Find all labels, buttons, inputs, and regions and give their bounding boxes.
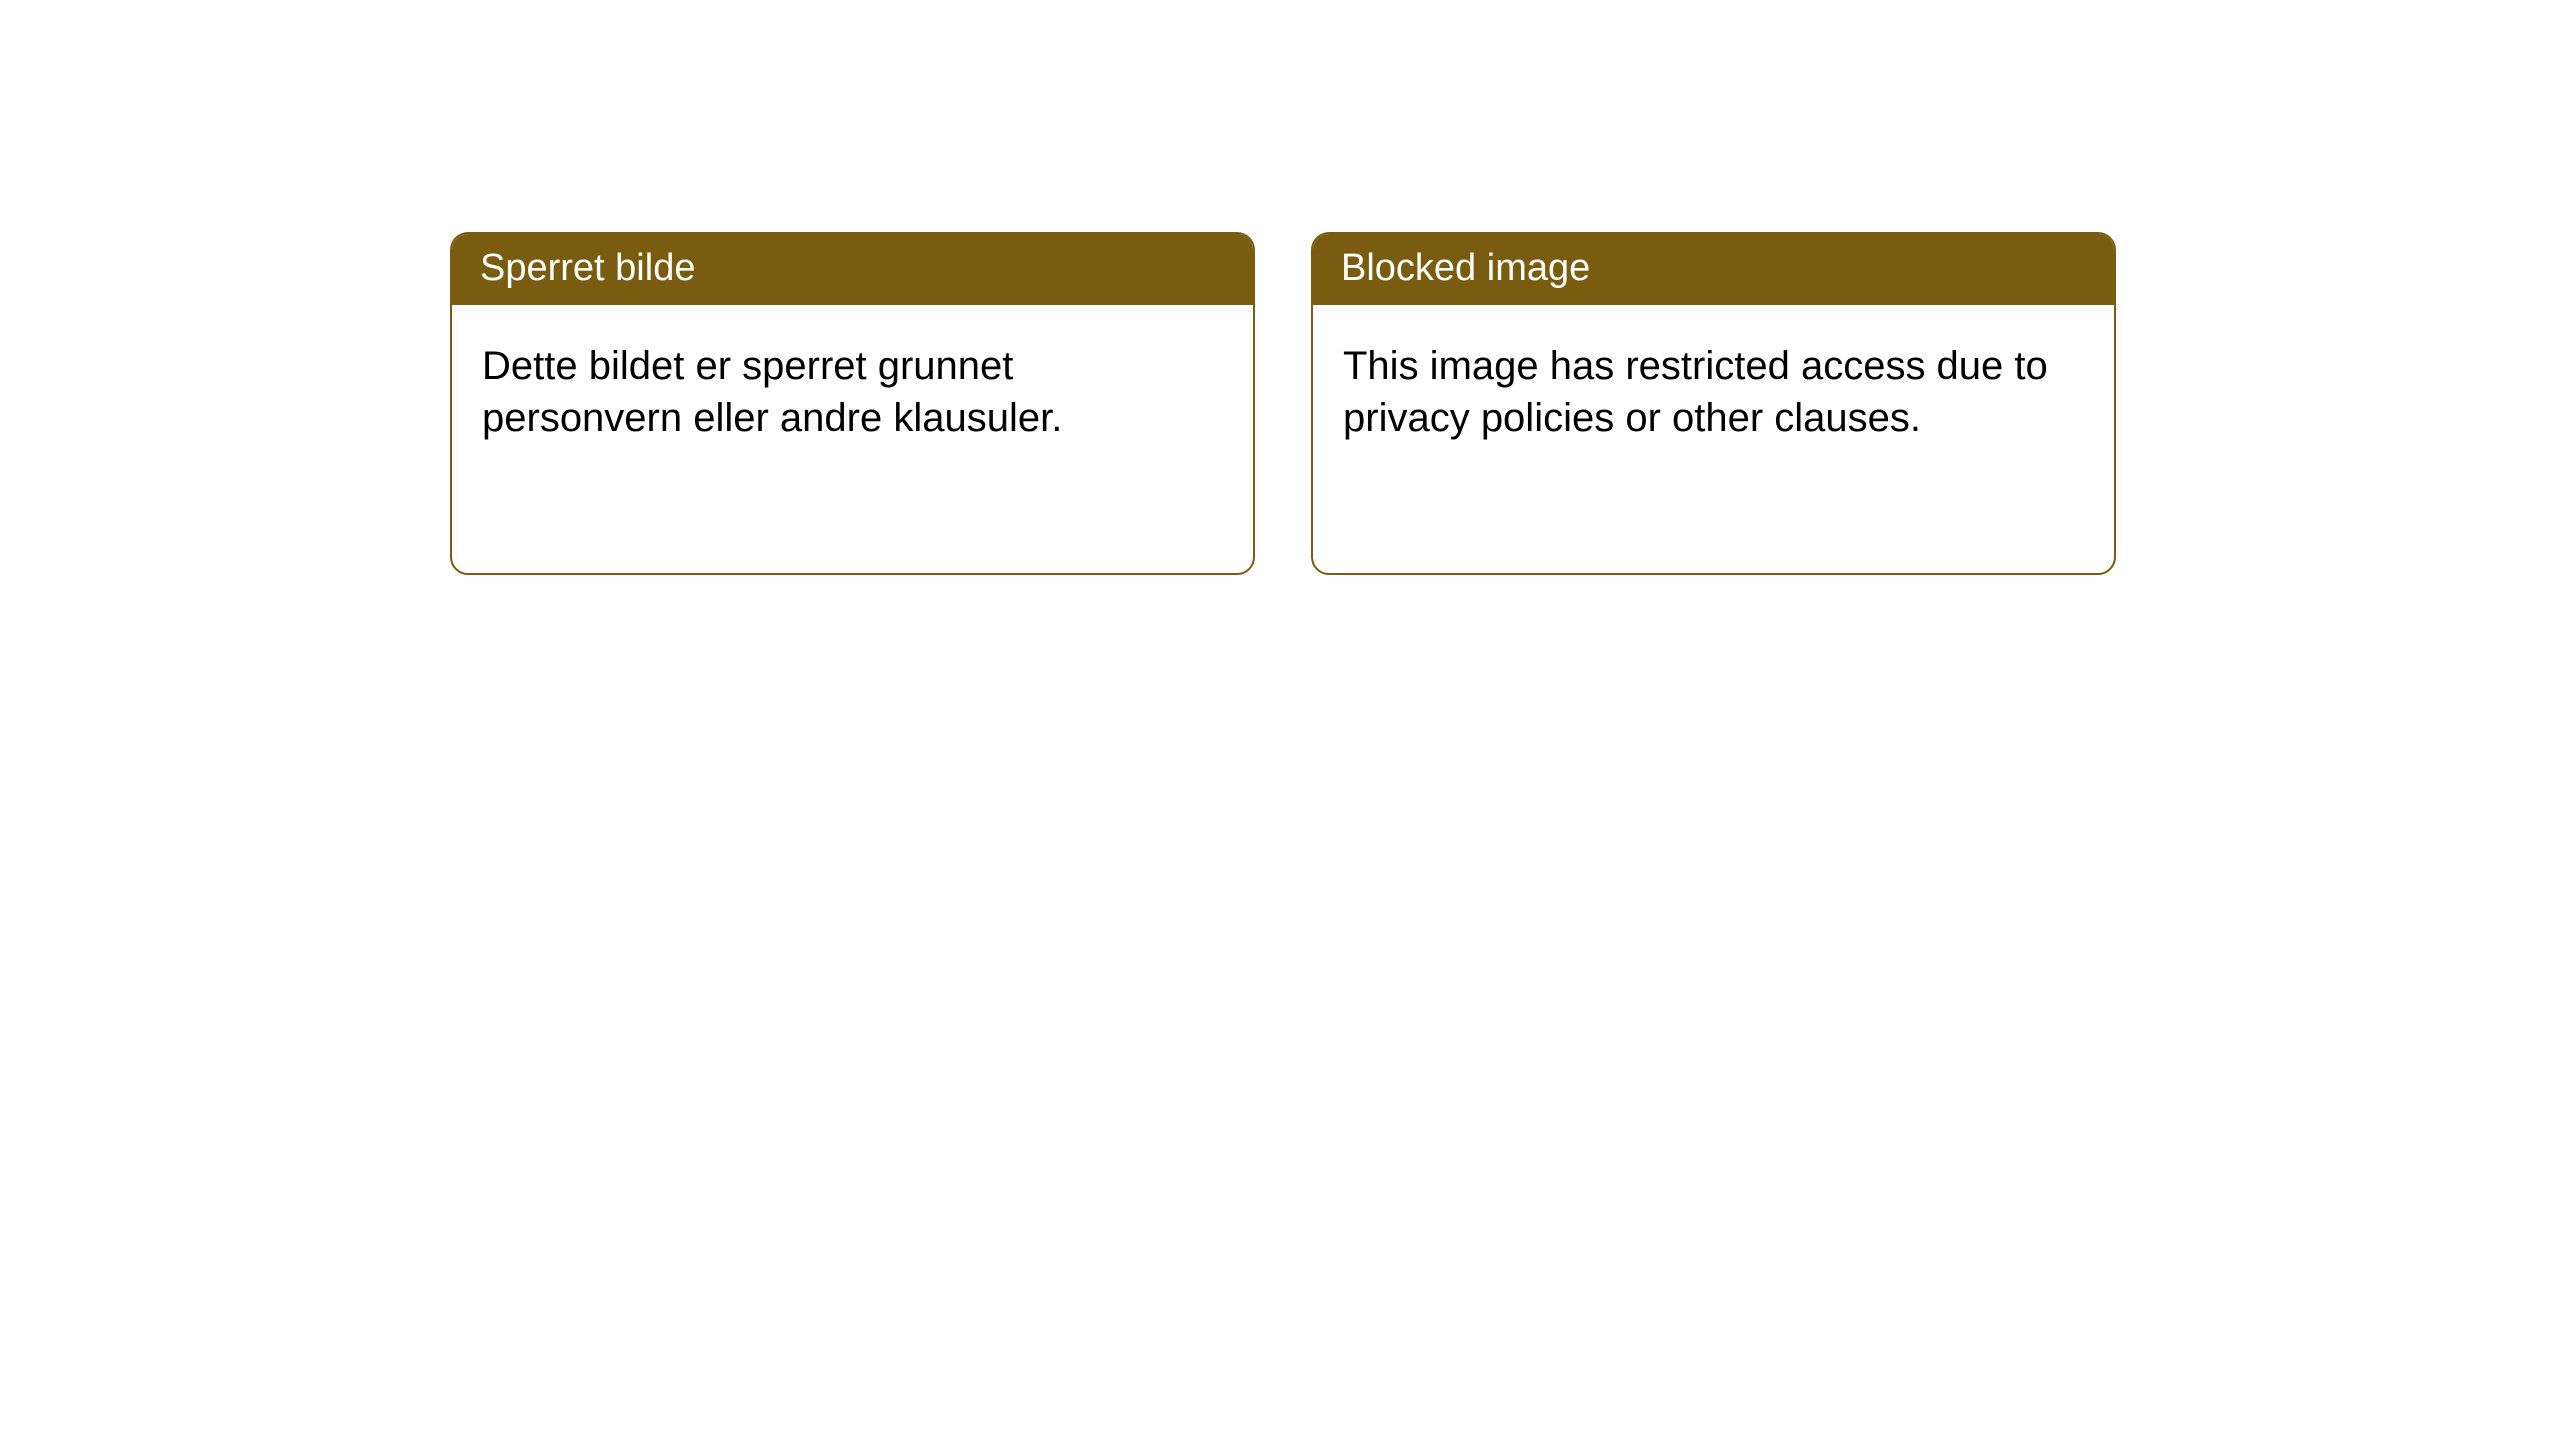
- notice-header-en: Blocked image: [1313, 234, 2114, 305]
- notice-container: Sperret bilde Dette bildet er sperret gr…: [0, 0, 2560, 575]
- notice-body-en: This image has restricted access due to …: [1313, 305, 2114, 573]
- notice-body-no: Dette bildet er sperret grunnet personve…: [452, 305, 1253, 573]
- notice-card-en: Blocked image This image has restricted …: [1311, 232, 2116, 575]
- notice-text-en: This image has restricted access due to …: [1343, 341, 2084, 443]
- notice-text-no: Dette bildet er sperret grunnet personve…: [482, 341, 1223, 443]
- notice-card-no: Sperret bilde Dette bildet er sperret gr…: [450, 232, 1255, 575]
- notice-header-no: Sperret bilde: [452, 234, 1253, 305]
